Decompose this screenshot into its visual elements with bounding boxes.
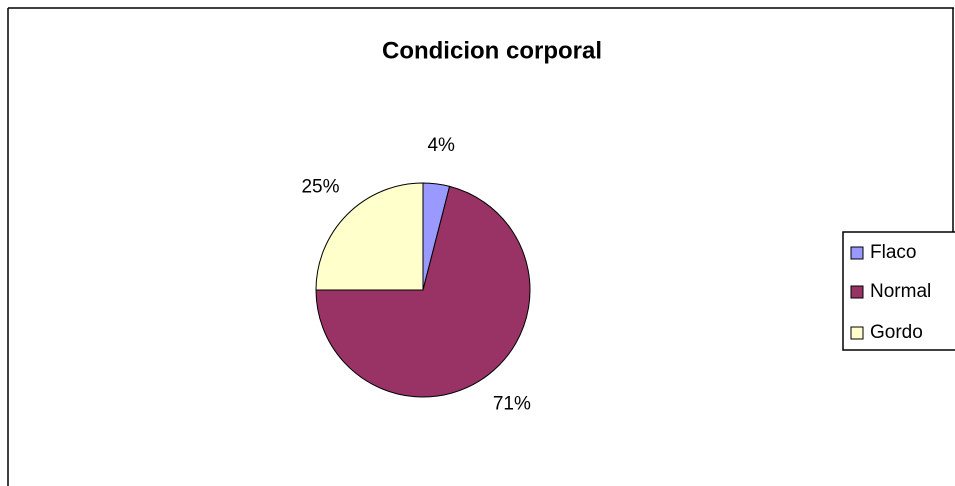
legend-swatch [850, 285, 864, 299]
pie-slice [315, 185, 531, 398]
data-label: 71% [493, 394, 531, 415]
legend-label: Flaco [870, 242, 916, 263]
pie-slice [315, 182, 424, 291]
data-label: 4% [427, 135, 455, 156]
chart-title: Condicion corporal [382, 37, 602, 64]
legend-swatch [850, 326, 864, 340]
legend-swatch [850, 246, 864, 260]
legend-label: Gordo [870, 322, 923, 343]
data-label: 25% [301, 176, 339, 197]
legend-label: Normal [870, 281, 931, 302]
